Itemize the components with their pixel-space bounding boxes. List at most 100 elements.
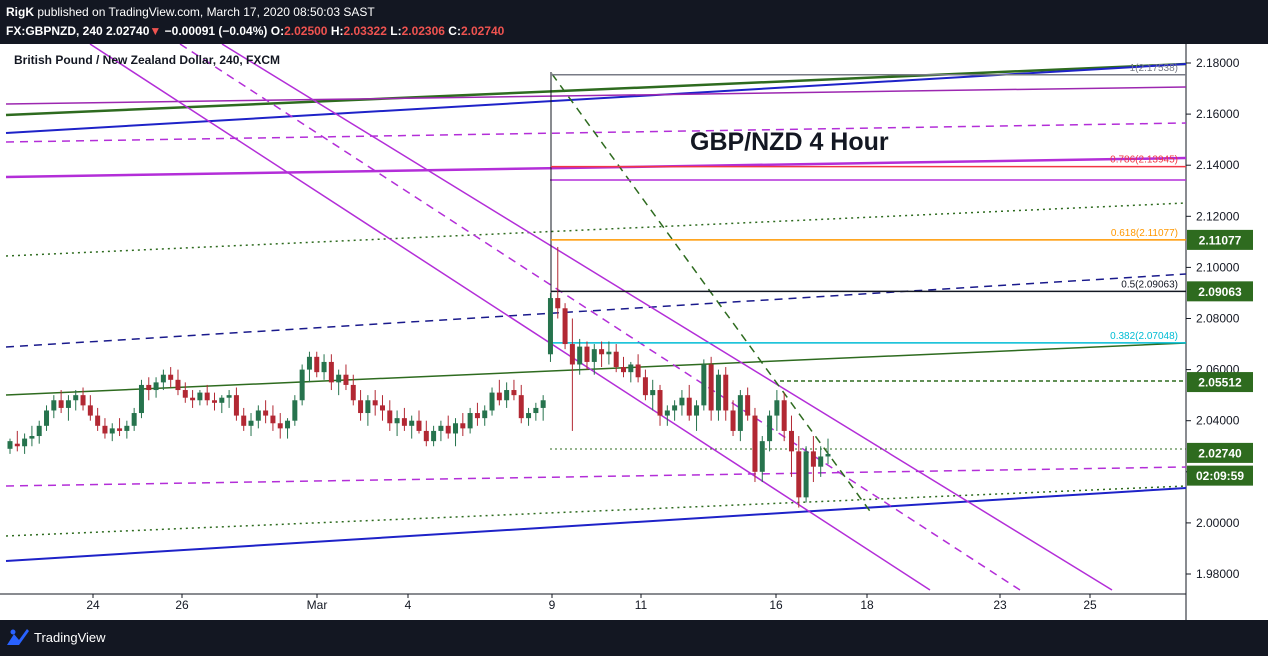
- footer-bar: TradingView: [0, 620, 1268, 656]
- candle-body: [650, 390, 656, 396]
- candle-body: [781, 400, 787, 431]
- close-label: C:: [448, 24, 461, 38]
- author-name[interactable]: RigK: [6, 5, 34, 19]
- fibonacci-retracement: 1(2.17538) 0.786(2.13945) 0.618(2.11077) 0.…: [551, 63, 1186, 344]
- candle-body: [723, 374, 729, 411]
- price-tick-label: 2.10000: [1196, 260, 1240, 274]
- candle-body: [453, 423, 459, 434]
- trend-line: [5, 487, 1187, 562]
- fib-level-label: 1(2.17538): [1130, 63, 1178, 74]
- price-tick-label: 2.08000: [1196, 312, 1240, 326]
- candle-body: [803, 451, 809, 498]
- time-tick-label: 18: [860, 598, 874, 612]
- candle-body: [540, 400, 546, 408]
- price-tick-label: 1.98000: [1196, 567, 1240, 581]
- candle-body: [788, 430, 794, 452]
- trend-line: [5, 122, 1187, 143]
- candle-body: [226, 395, 232, 398]
- close-value: 2.02740: [460, 24, 505, 38]
- candle-body: [36, 425, 42, 437]
- candle-body: [241, 415, 247, 426]
- trend-line: [5, 342, 1187, 396]
- candle-body: [745, 395, 751, 416]
- candle-body: [664, 410, 670, 416]
- candle-body: [44, 410, 50, 426]
- candle-body: [752, 415, 758, 472]
- candle-body: [467, 413, 473, 429]
- candle-body: [168, 374, 174, 380]
- candle-body: [379, 405, 385, 411]
- tradingview-logo-icon[interactable]: [7, 628, 29, 646]
- candle-body: [642, 377, 648, 396]
- price-tick-label: 2.04000: [1196, 414, 1240, 428]
- candle-body: [292, 400, 298, 421]
- time-tick-label: 11: [635, 598, 648, 612]
- trend-line: [5, 485, 1187, 537]
- high-label: H:: [330, 24, 344, 38]
- candle-body: [160, 374, 166, 383]
- time-tick-label: 24: [86, 598, 100, 612]
- candle-body: [321, 361, 327, 373]
- price-tag: [1187, 372, 1253, 393]
- candle-body: [95, 415, 101, 426]
- candle-body: [197, 392, 203, 401]
- price-chart[interactable]: 1(2.17538) 0.786(2.13945) 0.618(2.11077) 0.…: [0, 44, 1268, 620]
- candle-body: [358, 400, 364, 414]
- candle-body: [810, 451, 816, 467]
- candle-body: [394, 418, 400, 424]
- price-tick-label: 2.14000: [1196, 158, 1240, 172]
- candle-body: [759, 441, 765, 472]
- candle-body: [577, 346, 583, 365]
- candle-body: [270, 415, 276, 424]
- candle-body: [212, 400, 217, 403]
- price-tag-label: 02:09:59: [1196, 469, 1244, 483]
- candle-body: [190, 397, 196, 401]
- candle-body: [686, 397, 692, 416]
- candle-body: [796, 451, 802, 498]
- publish-info: RigK published on TradingView.com, March…: [6, 5, 375, 19]
- candle-body: [87, 405, 93, 416]
- candle-body: [613, 351, 619, 368]
- candle-body: [65, 400, 71, 408]
- candle-body: [409, 420, 415, 426]
- candle-body: [306, 356, 312, 370]
- candle-body: [445, 425, 451, 434]
- down-arrow-icon: ▼: [149, 24, 162, 38]
- time-tick-label: 23: [993, 598, 1007, 612]
- candle-body: [277, 423, 283, 429]
- candle-body: [299, 369, 305, 401]
- chart-annotation: GBP/NZD 4 Hour: [690, 128, 889, 156]
- trend-line: [551, 73, 873, 515]
- candle-body: [416, 420, 422, 431]
- candle-body: [153, 382, 159, 391]
- candle-body: [102, 425, 108, 434]
- symbol-id: FX:GBPNZD, 240: [6, 24, 103, 38]
- trend-line: [5, 62, 1187, 117]
- price-tag: [1187, 281, 1253, 302]
- tradingview-brand[interactable]: TradingView: [34, 630, 106, 645]
- candle-body: [29, 436, 35, 439]
- candle-body: [825, 453, 831, 457]
- candle-body: [124, 425, 130, 431]
- candle-body: [533, 407, 539, 414]
- candle-body: [401, 418, 407, 426]
- candle-body: [708, 364, 714, 411]
- candle-body: [343, 374, 349, 385]
- candle-body: [263, 410, 269, 416]
- fib-level-label: 0.786(2.13945): [1110, 155, 1178, 166]
- candle-body: [562, 308, 568, 345]
- price-tag-label: 2.02740: [1198, 446, 1242, 460]
- candle-body: [569, 344, 575, 365]
- price-tick-label: 2.12000: [1196, 209, 1240, 223]
- time-tick-label: 4: [405, 598, 412, 612]
- candle-body: [51, 400, 57, 411]
- candle-body: [635, 364, 641, 378]
- candle-body: [730, 410, 736, 431]
- candle-body: [431, 430, 437, 442]
- trend-line: [5, 202, 1187, 257]
- candle-body: [117, 428, 123, 431]
- low-label: L:: [390, 24, 402, 38]
- candle-body: [73, 395, 79, 401]
- candle-body: [482, 410, 488, 419]
- ohlc-legend: FX:GBPNZD, 240 2.02740▼ −0.00091 (−0.04%…: [6, 24, 504, 38]
